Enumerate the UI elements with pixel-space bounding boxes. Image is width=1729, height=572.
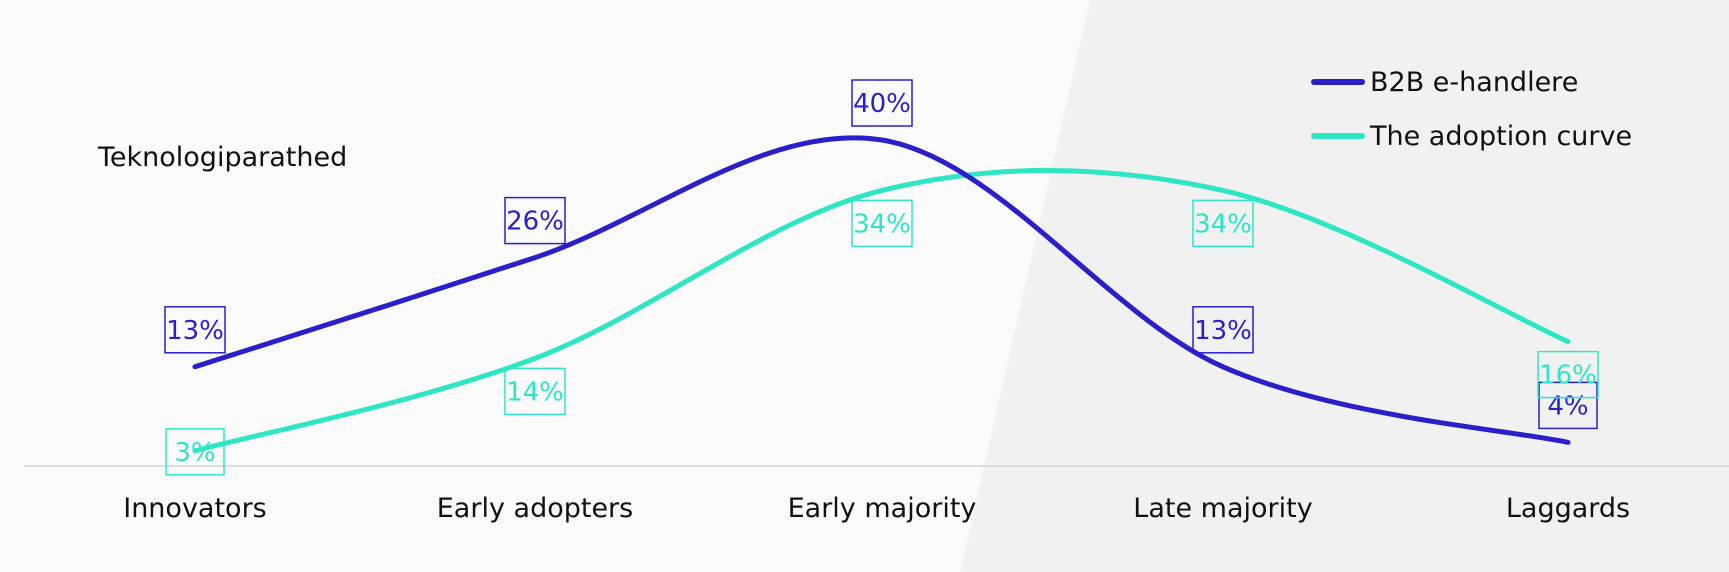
- data-label-box: [851, 79, 913, 127]
- data-label-2-5: 16%: [1537, 350, 1599, 399]
- data-label-box: [851, 199, 913, 248]
- data-label-text: 16%: [1539, 361, 1597, 391]
- data-label-1-5: 4%: [1538, 381, 1598, 430]
- data-label-box: [1537, 350, 1599, 399]
- data-label-text: 14%: [506, 377, 564, 407]
- data-label-box: [1538, 381, 1598, 430]
- data-label-1-3: 40%: [851, 79, 913, 127]
- category-label: Laggards: [1506, 493, 1630, 524]
- category-label: Late majority: [1133, 493, 1312, 524]
- side-label: Teknologiparathed: [97, 142, 347, 173]
- data-label-2-2: 14%: [504, 367, 566, 416]
- series-line-2: [192, 167, 1571, 454]
- legend-label: B2B e-handlere: [1370, 67, 1578, 98]
- background-shade: [960, 0, 1729, 572]
- category-label: Early adopters: [437, 493, 633, 524]
- data-label-layer: 13% 26% 40% 13% 4% 3% 14% 34% 34% 16%: [164, 79, 1599, 476]
- data-label-text: 26%: [506, 207, 564, 237]
- category-label: Early majority: [788, 493, 977, 524]
- series-line-1: [192, 135, 1571, 445]
- data-label-text: 13%: [166, 316, 224, 346]
- data-label-text: 34%: [1194, 209, 1252, 239]
- legend-label: The adoption curve: [1369, 121, 1632, 152]
- legend-item-1: B2B e-handlere: [1311, 67, 1578, 98]
- data-label-1-2: 26%: [504, 196, 566, 245]
- data-label-text: 40%: [853, 89, 911, 119]
- data-label-2-1: 3%: [165, 428, 225, 476]
- data-label-box: [165, 428, 225, 476]
- data-label-2-3: 34%: [851, 199, 913, 248]
- data-label-text: 4%: [1547, 391, 1588, 421]
- data-label-2-4: 34%: [1192, 199, 1254, 248]
- category-label-layer: Innovators Early adopters Early majority La…: [123, 493, 1630, 524]
- data-label-text: 13%: [1194, 316, 1252, 346]
- data-label-box: [1192, 306, 1254, 354]
- data-label-box: [504, 367, 566, 416]
- data-label-text: 3%: [174, 438, 215, 468]
- data-label-box: [504, 196, 566, 245]
- data-label-1-1: 13%: [164, 306, 226, 354]
- series-layer: [192, 135, 1571, 454]
- category-label: Innovators: [123, 493, 267, 524]
- legend: B2B e-handlere The adoption curve: [1311, 67, 1632, 152]
- legend-item-2: The adoption curve: [1311, 121, 1632, 152]
- data-label-box: [164, 306, 226, 354]
- data-label-text: 34%: [853, 209, 911, 239]
- data-label-1-4: 13%: [1192, 306, 1254, 354]
- data-label-box: [1192, 199, 1254, 248]
